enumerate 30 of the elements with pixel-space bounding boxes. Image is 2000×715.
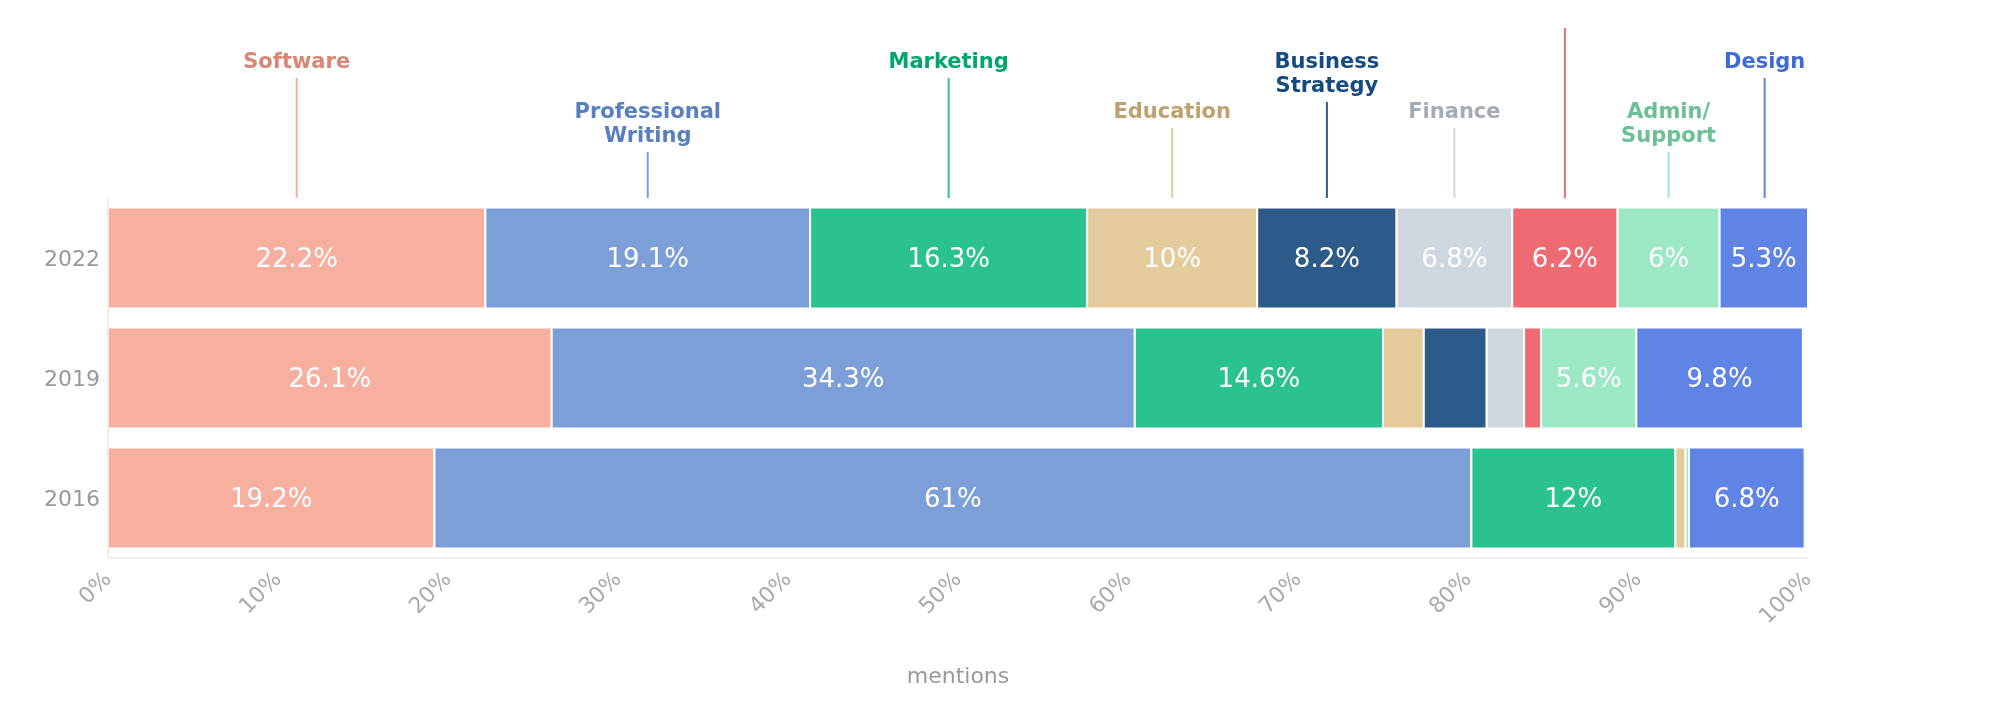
- text: Education: [1113, 99, 1231, 123]
- data-label: 14.6%: [1217, 363, 1301, 394]
- text: Business Strategy: [1274, 49, 1380, 97]
- x-axis-title: mentions: [906, 663, 1010, 688]
- data-label: 19.2%: [229, 483, 313, 514]
- data-label: 9.8%: [1686, 363, 1753, 394]
- data-label: 34.3%: [801, 363, 885, 394]
- y-tick-label: 2022: [44, 245, 100, 271]
- text: Finance: [1408, 99, 1501, 123]
- text: Design: [1723, 49, 1806, 73]
- data-label: 8.2%: [1293, 243, 1360, 274]
- data-label: 6%: [1647, 243, 1690, 274]
- data-label: 61%: [924, 483, 982, 514]
- data-label: 6.8%: [1713, 483, 1780, 514]
- data-label: 5.6%: [1555, 363, 1622, 394]
- text: Admin/ Support: [1621, 99, 1717, 147]
- data-label: 16.3%: [907, 243, 990, 274]
- data-label: 10%: [1143, 243, 1202, 274]
- data-label: 22.2%: [255, 243, 338, 274]
- data-label: 5.3%: [1730, 243, 1797, 274]
- data-label: 26.1%: [288, 363, 372, 394]
- data-label: 12%: [1544, 483, 1603, 514]
- text: Software: [243, 49, 351, 73]
- text: Professional Writing: [574, 99, 721, 147]
- y-tick-label: 2019: [44, 365, 100, 391]
- data-label: 6.2%: [1531, 243, 1598, 274]
- text: Marketing: [888, 49, 1009, 73]
- data-label: 19.1%: [606, 243, 690, 274]
- y-tick-label: 2016: [44, 485, 100, 511]
- x-tick-label: 0%: [73, 566, 116, 609]
